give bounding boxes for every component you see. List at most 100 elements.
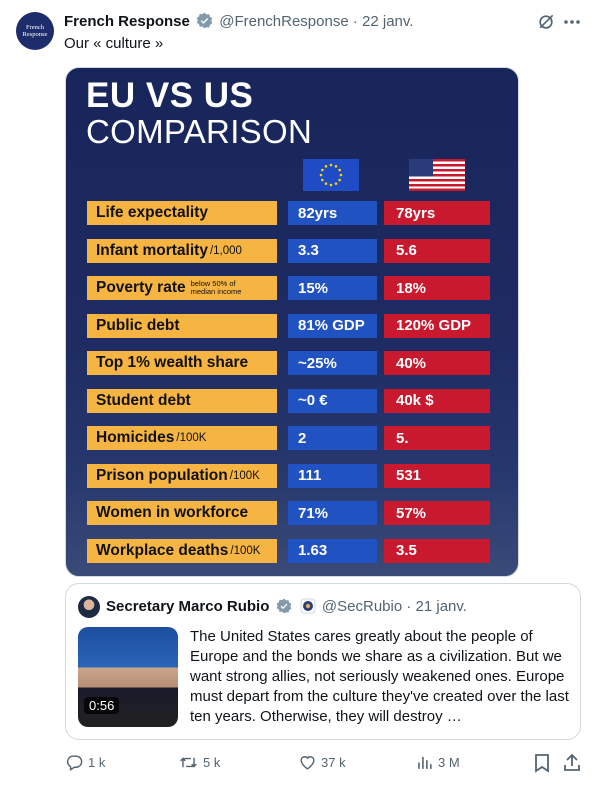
row-label: Infant mortality (96, 241, 208, 259)
share-button[interactable] (562, 752, 582, 772)
row-label: Workplace deaths (96, 541, 229, 559)
more-icon[interactable] (562, 14, 582, 30)
quote-handle: @SecRubio (321, 598, 403, 615)
row-label-box: Poverty rate below 50% of median income (87, 276, 277, 300)
reply-button[interactable]: 1 k (65, 753, 105, 772)
row-label-box: Homicides/100K (87, 426, 277, 450)
row-label: Public debt (96, 316, 180, 334)
row-label: Poverty rate (96, 279, 186, 296)
quoted-tweet[interactable]: Secretary Marco Rubio @SecRubio · 21 jan… (65, 583, 581, 740)
author-handle[interactable]: @FrenchResponse (219, 13, 349, 30)
quote-date: 21 janv. (415, 598, 467, 615)
us-flag (409, 159, 465, 191)
us-value: 18% (396, 279, 427, 297)
us-value: 5. (396, 429, 409, 447)
row-label: Homicides (96, 429, 175, 446)
row-unit: /1,000 (209, 244, 242, 257)
eu-value: ~0 € (298, 392, 328, 409)
us-value-box: 40k $ (384, 388, 490, 413)
us-value: 40k $ (396, 392, 434, 409)
flag-star (338, 178, 341, 182)
flag-star (339, 173, 343, 177)
eu-flag (303, 159, 359, 191)
repost-button[interactable]: 5 k (178, 753, 220, 772)
us-value: 3.5 (396, 542, 417, 559)
row-note-line: below 50% of (190, 279, 236, 288)
row-label: Top 1% wealth share (96, 354, 249, 371)
quote-text: The United States cares greatly about th… (190, 628, 569, 725)
row-label: Women in workforce (96, 504, 249, 521)
us-value: 78yrs (396, 204, 436, 222)
eu-value-box: 2 (288, 426, 377, 450)
reply-icon (66, 755, 83, 771)
reply-count: 1 k (88, 755, 106, 770)
affiliation-badge (300, 598, 316, 614)
like-button[interactable]: 37 k (298, 753, 346, 772)
views-count: 3 M (438, 755, 460, 770)
video-thumbnail[interactable]: 0:56 (78, 627, 178, 727)
row-unit: /100K (230, 544, 261, 557)
eu-value-box: 111 (288, 463, 377, 488)
eu-value: 1.63 (298, 542, 328, 559)
us-value: 531 (396, 467, 422, 484)
eu-value-box: 81% GDP (288, 313, 377, 338)
us-value-box: 5.6 (384, 238, 490, 263)
video-duration: 0:56 (84, 697, 120, 714)
row-label-box: Public debt (87, 313, 277, 338)
us-value-box: 78yrs (384, 201, 490, 225)
views-button[interactable]: 3 M (415, 753, 460, 772)
eu-value: 15% (298, 279, 329, 297)
views-icon (418, 756, 432, 769)
tweet-date[interactable]: 22 janv. (362, 13, 414, 30)
flag-star (334, 182, 338, 185)
row-label-box: Women in workforce (87, 501, 277, 525)
us-value-box: 531 (384, 463, 490, 488)
flag-star (338, 168, 341, 172)
quote-avatar (78, 596, 100, 618)
row-unit: /100K (176, 432, 207, 444)
tweet-header: French Response @FrenchResponse · 22 jan… (64, 12, 413, 30)
us-value-box: 18% (384, 276, 490, 300)
us-value: 40% (396, 354, 427, 372)
grok-icon[interactable] (536, 12, 556, 32)
bookmark-button[interactable] (533, 753, 551, 773)
avatar-label: French Response (22, 24, 48, 38)
row-label-box: Student debt (87, 388, 277, 413)
eu-value-box: 82yrs (288, 201, 377, 225)
repost-count: 5 k (203, 755, 221, 770)
row-note-line: median income (190, 287, 242, 296)
verified-badge (196, 12, 213, 29)
eu-value-box: 15% (288, 276, 377, 300)
avatar[interactable]: French Response (16, 12, 54, 50)
flag-star (324, 182, 328, 185)
us-value: 5.6 (396, 242, 417, 259)
eu-value-box: 71% (288, 501, 377, 525)
tweet-image[interactable]: EU VS US COMPARISON Life expectality 82yr… (65, 67, 519, 577)
image-subtitle: COMPARISON (86, 113, 313, 150)
author-name[interactable]: French Response (64, 13, 190, 30)
row-label-box: Infant mortality/1,000 (87, 238, 277, 263)
flag-star (334, 165, 338, 168)
row-label-box: Workplace deaths/100K (87, 538, 277, 563)
like-count: 37 k (321, 755, 346, 770)
row-label: Prison population (96, 466, 228, 484)
separator: · (352, 13, 358, 30)
quote-header: Secretary Marco Rubio @SecRubio · 21 jan… (106, 598, 467, 615)
eu-value: 82yrs (298, 204, 338, 222)
us-value-box: 120% GDP (384, 313, 490, 338)
separator: · (406, 598, 412, 615)
us-value-box: 3.5 (384, 538, 490, 563)
eu-value-box: 1.63 (288, 538, 377, 563)
row-label-box: Top 1% wealth share (87, 351, 277, 375)
flag-star (324, 165, 328, 168)
row-label-box: Prison population/100K (87, 463, 277, 488)
flag-star (321, 168, 324, 172)
eu-value: 3.3 (298, 242, 319, 259)
eu-value: 81% GDP (298, 317, 365, 334)
quote-author-name: Secretary Marco Rubio (106, 598, 270, 615)
tweet-text: Our « culture » (64, 35, 164, 52)
eu-value: ~25% (298, 354, 337, 372)
eu-value-box: ~25% (288, 351, 377, 375)
eu-value: 2 (298, 429, 307, 447)
row-label: Student debt (96, 391, 191, 409)
